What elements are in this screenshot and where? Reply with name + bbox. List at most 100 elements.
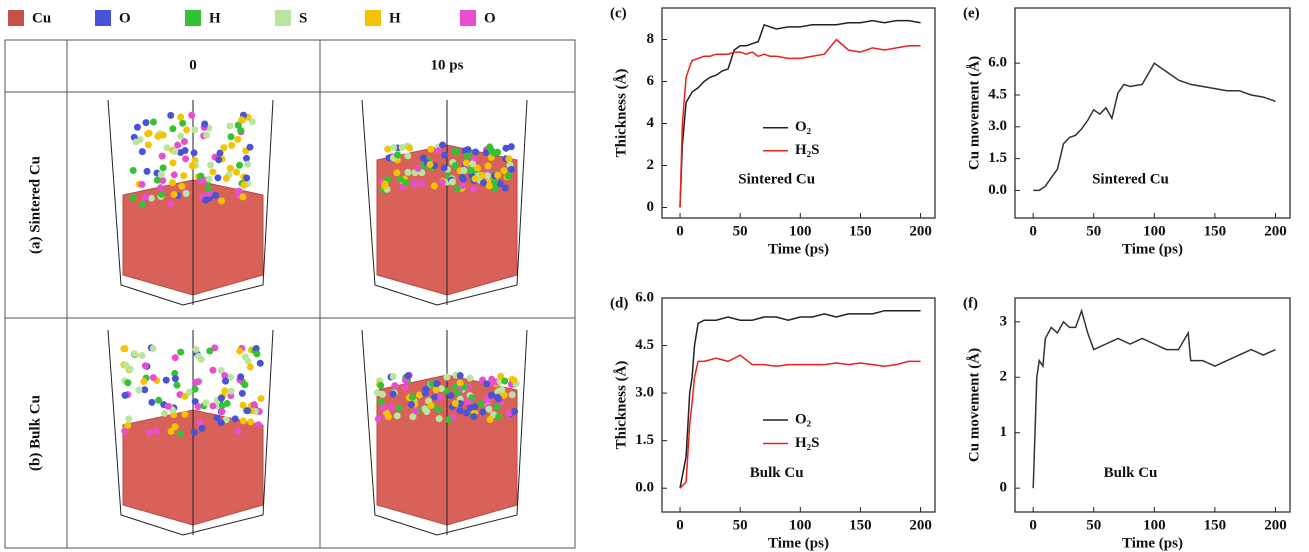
molecule-atom [485,182,493,190]
molecule-atom [220,144,228,152]
plot-frame [1014,297,1291,513]
legend-label: Cu [32,10,51,26]
molecule-atom [142,119,150,127]
molecule-atom [207,161,215,169]
data-line [679,19,921,208]
legend-swatch [95,10,111,26]
molecule-atom [398,143,406,151]
y-tick-label: 8 [647,31,655,47]
annotation: Sintered Cu [738,172,815,188]
molecule-atom [248,118,256,126]
molecule-atom [167,427,175,435]
molecule-atom [448,178,456,186]
molecule-atom [459,181,467,189]
simulation-snapshot [107,99,274,306]
x-tick-label: 100 [1143,517,1166,533]
molecule-atom [205,175,213,183]
molecule-atom [194,378,202,386]
molecule-atom [405,144,413,152]
x-tick-label: 50 [733,517,748,533]
molecule-atom [237,127,245,135]
molecule-atom [212,191,220,199]
molecule-atom [490,149,498,157]
molecule-atom [507,143,515,151]
legend-label: O [119,10,131,26]
molecule-atom [196,418,204,426]
molecule-atom [247,418,255,426]
molecule-atom [132,138,140,146]
legend-label: H₂S [795,435,820,451]
molecule-atom [421,389,429,397]
data-line [679,309,921,489]
y-tick-label: 1 [1000,424,1008,440]
molecule-atom [458,173,466,181]
legend-swatch [460,10,476,26]
molecule-atom [252,344,260,352]
molecule-atom [250,401,258,409]
molecule-atom [463,152,471,160]
x-tick-label: 200 [1264,223,1287,239]
molecule-atom [483,397,491,405]
plot-frame [661,7,936,219]
molecule-atom [456,407,464,415]
molecule-atom [244,407,252,415]
molecule-atom [453,185,461,193]
x-tick-label: 50 [1086,517,1101,533]
plot-frame [661,297,936,513]
molecule-atom [124,421,132,429]
molecule-atom [211,344,219,352]
molecule-atom [190,149,198,157]
molecule-atom [213,414,221,422]
molecule-atom [149,374,157,382]
molecule-atom [433,380,441,388]
molecule-atom [478,171,486,179]
molecule-atom [233,168,241,176]
molecule-atom [456,371,464,379]
molecule-atom [479,408,487,416]
molecule-atom [427,145,435,153]
molecule-atom [505,155,513,163]
molecule-atom [174,141,182,149]
molecule-atom [138,201,146,209]
molecule-atom [148,398,156,406]
molecule-atom [161,409,169,417]
molecule-atom [511,407,519,415]
molecule-atom [177,113,185,121]
molecule-atom [451,400,459,408]
molecule-atom [418,180,426,188]
molecule-atom [176,430,184,438]
molecule-atom [234,427,242,435]
molecule-atom [390,144,398,152]
molecule-atom [235,187,243,195]
molecule-atom [393,412,401,420]
molecule-atom [498,386,506,394]
molecule-atom [235,161,243,169]
x-tick-label: 100 [1143,223,1166,239]
molecule-atom [215,156,223,164]
molecule-atom [191,385,199,393]
molecule-atom [214,174,222,182]
x-tick-label: 150 [849,223,872,239]
molecule-atom [202,399,210,407]
molecule-atom [125,415,133,423]
molecule-atom [191,126,199,134]
legend-swatch [365,10,381,26]
molecule-atom [456,400,464,408]
molecule-atom [401,383,409,391]
molecule-atom [221,387,229,395]
column-header: 10 ps [431,57,464,73]
y-tick-label: 3 [1000,313,1008,329]
molecule-atom [483,380,491,388]
box-edge [361,99,528,306]
molecule-atom [162,376,170,384]
molecule-atom [138,352,146,360]
molecule-atom [373,389,381,397]
molecule-atom [182,155,190,163]
panel-label: (d) [610,295,628,311]
molecule-atom [138,148,146,156]
molecule-atom [171,423,179,431]
simulation-snapshot [361,99,528,306]
molecule-atom [194,403,202,411]
molecule-atom [171,148,179,156]
